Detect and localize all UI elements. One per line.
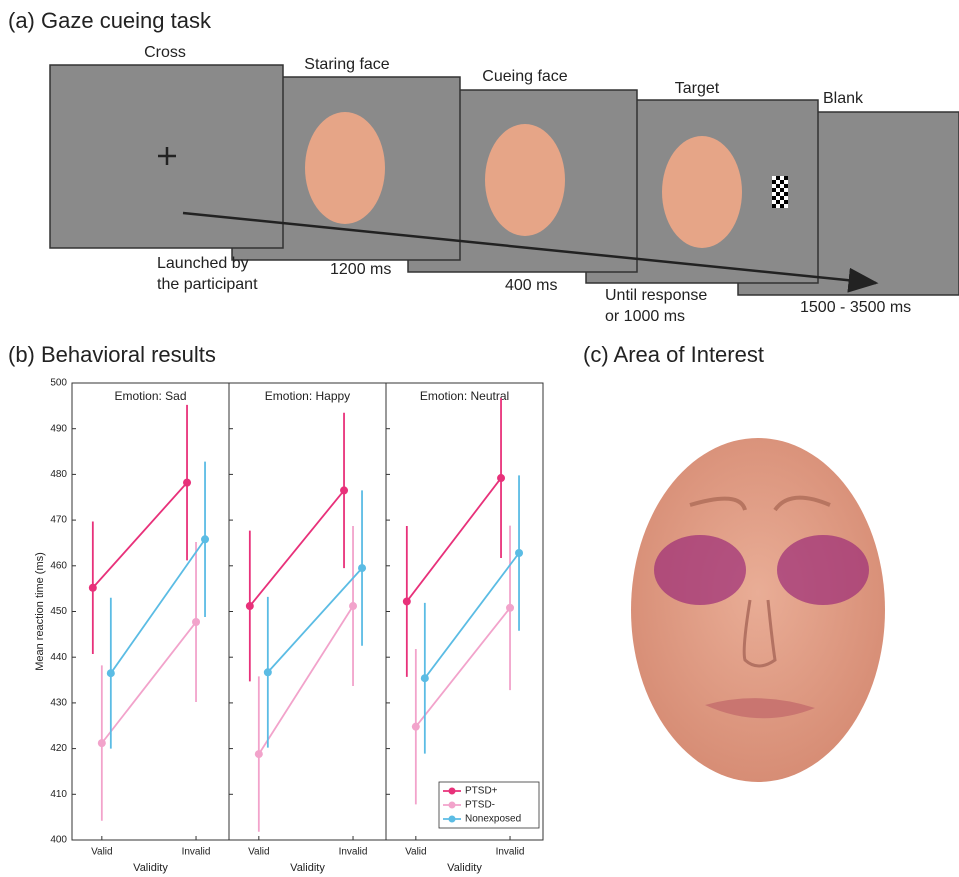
data-point bbox=[515, 549, 524, 558]
data-point bbox=[349, 602, 358, 611]
nose bbox=[742, 599, 777, 668]
mouth bbox=[705, 698, 815, 719]
x-tick-label: Valid bbox=[91, 847, 113, 858]
screen-labels: Cross Launched by the participant Staring f… bbox=[144, 44, 911, 325]
x-tick-label: Invalid bbox=[339, 847, 368, 858]
y-tick-label: 490 bbox=[50, 423, 67, 434]
face-image bbox=[305, 112, 385, 224]
legend-label: Nonexposed bbox=[465, 814, 521, 825]
y-tick-label: 400 bbox=[50, 835, 67, 846]
y-tick-label: 500 bbox=[50, 378, 67, 389]
x-axis-label: Validity bbox=[133, 862, 168, 874]
x-tick-label: Valid bbox=[248, 847, 270, 858]
chart-title: Emotion: Happy bbox=[265, 389, 350, 403]
aoi-region bbox=[654, 535, 746, 605]
series-line bbox=[424, 552, 520, 679]
duration-label: 1500 - 3500 ms bbox=[800, 299, 911, 316]
screen-label: Cueing face bbox=[482, 68, 567, 85]
brow bbox=[689, 495, 831, 512]
plot-area bbox=[71, 382, 230, 841]
x-tick-label: Invalid bbox=[182, 847, 211, 858]
charts: 400 410 420 430 440 450 460 470 480 490 500 Valid In… bbox=[34, 378, 544, 874]
data-point bbox=[358, 564, 367, 573]
target-checkerboard bbox=[772, 176, 788, 208]
x-axis-label: Validity bbox=[290, 862, 325, 874]
legend-label: PTSD+ bbox=[465, 786, 498, 797]
duration-label: the participant bbox=[157, 276, 258, 293]
legend-swatch bbox=[448, 787, 456, 795]
data-point bbox=[192, 618, 201, 627]
panel-title: (b) Behavioral results bbox=[8, 342, 216, 367]
plot-area bbox=[385, 382, 544, 841]
legend-swatch bbox=[448, 815, 456, 823]
y-tick-label: 480 bbox=[50, 469, 67, 480]
data-point bbox=[201, 535, 210, 544]
data-point bbox=[88, 583, 97, 592]
legend-label: PTSD- bbox=[465, 800, 495, 811]
series-line bbox=[249, 489, 345, 607]
face-image bbox=[631, 438, 885, 782]
x-tick-label: Valid bbox=[405, 847, 427, 858]
data-point bbox=[411, 722, 420, 731]
x-axis-label: Validity bbox=[447, 862, 482, 874]
face-image bbox=[662, 136, 742, 248]
time-arrow bbox=[182, 211, 879, 293]
fixation-cross bbox=[158, 147, 176, 165]
screen-label: Cross bbox=[144, 44, 186, 61]
data-point bbox=[506, 603, 515, 612]
duration-label: Until response bbox=[605, 287, 707, 304]
data-point bbox=[97, 739, 106, 748]
plot-area bbox=[228, 382, 387, 841]
aoi-face bbox=[631, 438, 885, 782]
data-point bbox=[245, 602, 254, 611]
screen-label: Blank bbox=[823, 90, 864, 107]
face-image bbox=[485, 124, 565, 236]
y-tick-label: 470 bbox=[50, 515, 67, 526]
y-axis-label: Mean reaction time (ms) bbox=[34, 552, 46, 671]
data-point bbox=[420, 674, 429, 683]
data-point bbox=[254, 750, 263, 759]
y-tick-label: 430 bbox=[50, 698, 67, 709]
series-line bbox=[267, 567, 363, 673]
screen-label: Staring face bbox=[304, 56, 389, 73]
y-tick-label: 440 bbox=[50, 652, 67, 663]
x-tick-label: Invalid bbox=[496, 847, 525, 858]
y-tick-label: 410 bbox=[50, 789, 67, 800]
chart-title: Emotion: Neutral bbox=[420, 389, 509, 403]
series-line bbox=[406, 477, 502, 602]
data-point bbox=[340, 486, 349, 495]
duration-label: or 1000 ms bbox=[605, 308, 685, 325]
series-line bbox=[92, 482, 188, 589]
aoi-region bbox=[777, 535, 869, 605]
series-line bbox=[415, 607, 511, 728]
screen-label: Target bbox=[675, 80, 720, 97]
panel-title: (c) Area of Interest bbox=[583, 342, 764, 367]
data-point bbox=[402, 597, 411, 606]
y-tick-label: 420 bbox=[50, 743, 67, 754]
data-point bbox=[263, 668, 272, 677]
series-line bbox=[101, 621, 197, 744]
data-point bbox=[497, 474, 506, 483]
data-point bbox=[106, 669, 115, 678]
duration-label: 1200 ms bbox=[330, 261, 391, 278]
series-line bbox=[110, 538, 206, 674]
duration-label: 400 ms bbox=[505, 277, 557, 294]
y-tick-label: 460 bbox=[50, 560, 67, 571]
series-line bbox=[258, 605, 354, 755]
chart-title: Emotion: Sad bbox=[114, 389, 186, 403]
data-point bbox=[183, 478, 192, 487]
duration-label: Launched by bbox=[157, 255, 249, 272]
panel-title: (a) Gaze cueing task bbox=[8, 8, 212, 33]
y-tick-label: 450 bbox=[50, 606, 67, 617]
legend-swatch bbox=[448, 801, 456, 809]
